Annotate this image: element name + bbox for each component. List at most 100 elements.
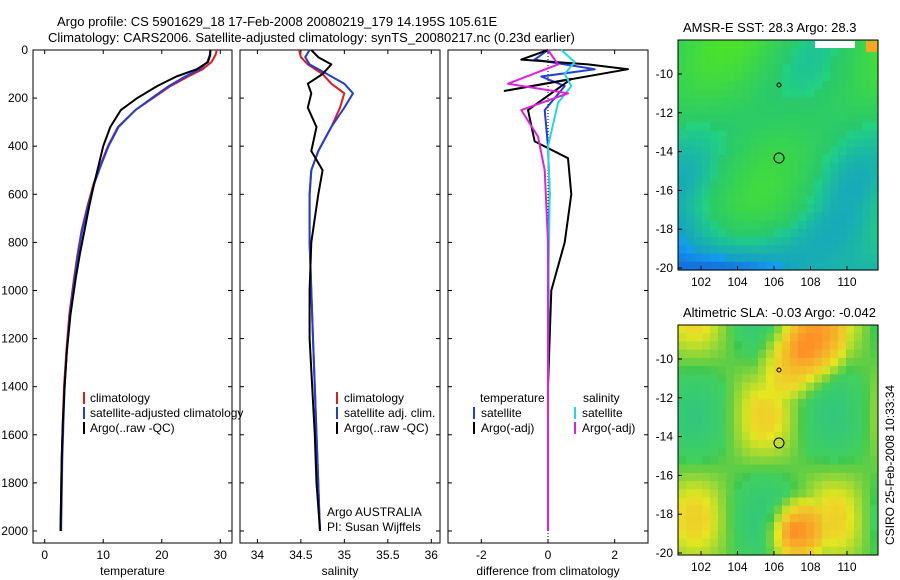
map-cell: [862, 64, 871, 74]
x-tick-label: 2: [611, 548, 618, 562]
map-cell: [702, 138, 711, 148]
map-cell: [750, 530, 759, 540]
map-cell: [854, 538, 863, 548]
map-cell: [686, 349, 695, 359]
map-cell: [814, 546, 823, 556]
map-cell: [742, 138, 751, 148]
map-cell: [806, 204, 815, 214]
map-cell: [678, 456, 687, 466]
map-cell: [830, 138, 839, 148]
map-cell: [822, 196, 831, 205]
map-cell: [774, 489, 783, 499]
map-cell: [838, 64, 847, 74]
map-cell: [694, 448, 703, 457]
map-cell: [726, 349, 735, 359]
map-cell: [694, 146, 703, 156]
map-cell: [870, 253, 879, 263]
map-cell: [694, 423, 703, 433]
map-cell: [830, 374, 839, 384]
map-cell: [710, 374, 719, 384]
map-y-tick-label: -18: [656, 507, 674, 521]
map-cell: [710, 56, 719, 66]
map-cell: [830, 497, 839, 507]
map-cell: [838, 245, 847, 255]
map-cell: [758, 522, 767, 531]
map-cell: [838, 505, 847, 515]
map-cell: [814, 237, 823, 246]
difference-legend: temperature salinity satellite Argo(-adj…: [473, 391, 635, 435]
map-cell: [742, 179, 751, 189]
map-cell: [678, 179, 687, 189]
map-cell: [750, 89, 759, 99]
map-cell: [694, 357, 703, 367]
map-cell: [830, 130, 839, 140]
map-cell: [862, 415, 871, 425]
map-cell: [822, 497, 831, 507]
map-cell: [702, 48, 711, 57]
map-cell: [830, 407, 839, 416]
map-cell: [766, 187, 775, 197]
map-cell: [702, 163, 711, 172]
map-cell: [750, 349, 759, 359]
map-cell: [678, 333, 687, 342]
map-cell: [854, 179, 863, 189]
series-line-argo-adj: [507, 49, 569, 531]
map-cell: [694, 187, 703, 197]
map-cell: [798, 122, 807, 131]
map-cell: [838, 204, 847, 214]
map-cell: [846, 220, 855, 230]
legend-label-temp-argo: Argo(-adj): [481, 421, 534, 435]
map-cell: [742, 253, 751, 263]
map-cell: [686, 398, 695, 408]
map-cell: [742, 497, 751, 507]
map-cell: [686, 72, 695, 82]
map-cell: [814, 538, 823, 548]
map-cell: [694, 415, 703, 425]
map-cell: [814, 325, 823, 334]
annotation-line-1: Argo AUSTRALIA: [327, 505, 422, 519]
map-cell: [798, 253, 807, 263]
map-cell: [678, 155, 687, 164]
map-cell: [774, 481, 783, 490]
map-cell: [766, 113, 775, 123]
map-cell: [806, 89, 815, 99]
map-cell: [702, 220, 711, 230]
map-cell: [750, 155, 759, 164]
map-cell: [710, 245, 719, 255]
map-cell: [710, 407, 719, 416]
missing-data-patch: [815, 41, 855, 48]
map-cell: [862, 333, 871, 342]
map-y-tick-label: -18: [656, 222, 674, 236]
map-y-tick-label: -20: [656, 546, 674, 560]
map-cell: [822, 415, 831, 425]
map-cell: [766, 407, 775, 416]
map-cell: [830, 245, 839, 255]
map-cell: [726, 374, 735, 384]
map-cell: [702, 81, 711, 90]
map-cell: [830, 179, 839, 189]
map-cell: [734, 349, 743, 359]
map-cell: [854, 481, 863, 490]
map-cell: [822, 138, 831, 148]
map-cell: [854, 530, 863, 540]
map-cell: [726, 497, 735, 507]
map-cell: [846, 522, 855, 531]
map-cell: [782, 423, 791, 433]
map-cell: [774, 341, 783, 351]
map-cell: [702, 245, 711, 255]
map-cell: [750, 212, 759, 222]
map-cell: [814, 204, 823, 214]
x-tick-label: 34.5: [289, 548, 313, 562]
map-cell: [742, 390, 751, 400]
map-cell: [790, 349, 799, 359]
map-cell: [742, 122, 751, 131]
map-cell: [806, 505, 815, 515]
map-cell: [862, 489, 871, 499]
map-cell: [718, 489, 727, 499]
map-cell: [798, 390, 807, 400]
map-cell: [830, 122, 839, 131]
map-cell: [782, 212, 791, 222]
map-cell: [830, 481, 839, 490]
map-cell: [782, 481, 791, 490]
